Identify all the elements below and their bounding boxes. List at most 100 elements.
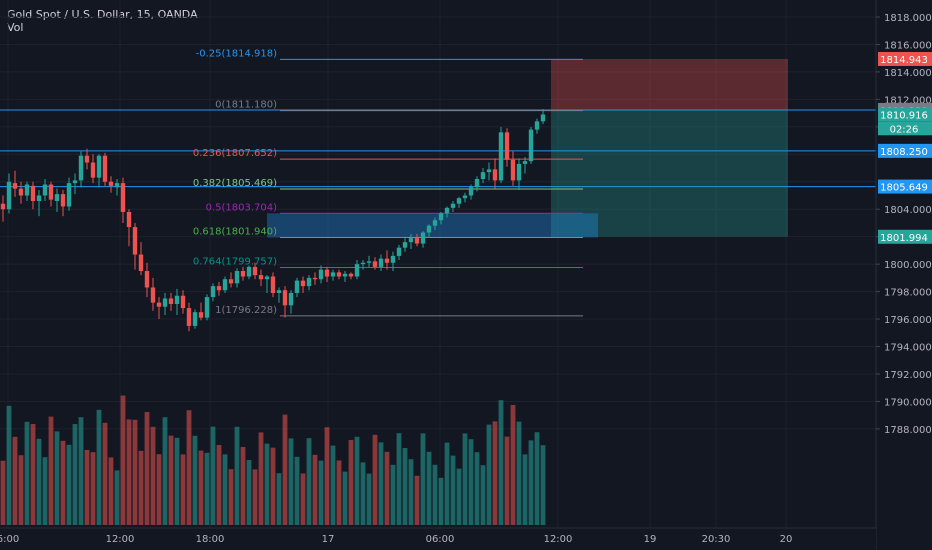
price-badge [878, 229, 932, 244]
volume-bar [300, 473, 306, 525]
volume-bar [516, 421, 522, 525]
candle-body [510, 159, 516, 181]
volume-bar [24, 421, 30, 525]
price-badge-label: 1810.916 [880, 110, 928, 121]
volume-bar [348, 440, 354, 525]
candle-body [528, 129, 534, 162]
candle-body [276, 290, 282, 293]
volume-bar [402, 448, 408, 525]
volume-bar [78, 417, 84, 525]
time-tick-label: 6:00 [0, 534, 19, 545]
volume-bar [108, 457, 114, 525]
candle-body [468, 187, 474, 196]
time-tick-label: 12:00 [544, 534, 573, 545]
time-tick-label: 18:00 [196, 534, 225, 545]
volume-bar [390, 464, 396, 525]
time-tick-label: 19 [644, 534, 657, 545]
candle-body [12, 183, 18, 189]
candle-body [102, 155, 108, 182]
volume-bar [174, 437, 180, 525]
candle-body [498, 132, 504, 181]
volume-bar [18, 455, 24, 525]
volume-bar [12, 436, 18, 525]
candle-body [234, 271, 240, 284]
fib-level-label: 0.764(1799.757) [193, 256, 277, 267]
candle-body [474, 179, 480, 188]
candle-body [534, 121, 540, 130]
volume-bar [180, 454, 186, 525]
time-tick-label: 20 [780, 534, 793, 545]
price-tick-label: 1790.000 [884, 397, 932, 408]
price-badge [878, 179, 932, 194]
candle-body [60, 194, 66, 207]
candle-body [210, 286, 216, 298]
price-badge [878, 51, 932, 66]
volume-bar [408, 459, 414, 525]
volume-bar [444, 442, 450, 525]
volume-bar [198, 450, 204, 525]
candle-body [294, 280, 300, 293]
volume-bar [288, 438, 294, 525]
candle-body [180, 295, 186, 309]
price-badge-label: 1801.994 [880, 233, 928, 244]
volume-bar [528, 440, 534, 525]
time-tick-label: 12:00 [106, 534, 135, 545]
chart-grid [0, 0, 876, 528]
volume-bar [114, 470, 120, 525]
candle-body [486, 169, 492, 173]
volume-bar [384, 451, 390, 525]
price-tick-label: 1798.000 [884, 288, 932, 299]
candle-body [450, 203, 456, 208]
candle-body [216, 286, 222, 291]
candle-body [228, 279, 234, 284]
price-tick-label: 1804.000 [884, 205, 932, 216]
volume-indicator-label[interactable]: Vol [7, 21, 24, 34]
price-badge [878, 107, 932, 122]
price-badge-label: 1805.649 [880, 183, 928, 194]
price-badge-label: 02:26 [890, 124, 919, 135]
candle-body [306, 277, 312, 287]
candle-body [222, 279, 228, 291]
volume-bar [522, 454, 528, 525]
price-tick-label: 1792.000 [884, 370, 932, 381]
volume-bar [204, 452, 210, 525]
volume-bar [216, 445, 222, 525]
candle-body [318, 269, 324, 280]
candle-body [522, 161, 528, 164]
volume-bar [474, 452, 480, 525]
take-profit-zone [551, 109, 788, 237]
volume-bar [486, 424, 492, 525]
candle-body [366, 261, 372, 263]
price-tick-label: 1812.000 [884, 95, 932, 106]
volume-bar [282, 414, 288, 525]
candle-body [432, 220, 438, 226]
price-badge-label: 1808.250 [880, 147, 928, 158]
candle-body [270, 276, 276, 293]
volume-bar [48, 416, 54, 525]
volume-bar [336, 460, 342, 525]
candle-body [348, 273, 354, 277]
volume-bar [468, 439, 474, 525]
volume-bar [6, 405, 12, 525]
time-tick-label: 06:00 [426, 534, 455, 545]
price-tick-label: 1800.000 [884, 260, 932, 271]
candle-body [186, 308, 192, 326]
candle-body [24, 184, 30, 196]
volume-bar [96, 409, 102, 525]
candle-body [354, 264, 360, 277]
volume-bar [360, 462, 366, 525]
volume-bar [450, 455, 456, 525]
time-axis: 6:00 12:00 18:00 17 06:00 12:00 19 20:30 20 [0, 527, 876, 550]
volume-bar [30, 424, 36, 525]
price-axis: 1818.0001816.0001814.0001812.0001810.000… [875, 0, 932, 550]
candle-body [336, 272, 342, 277]
candle-body [90, 162, 96, 178]
volume-bar [60, 440, 66, 525]
volume-bar [456, 468, 462, 525]
volume-bar [42, 457, 48, 525]
volume-bar [252, 469, 258, 525]
volume-bar [324, 427, 330, 525]
volume-bar [372, 434, 378, 525]
volume-bar [192, 435, 198, 525]
